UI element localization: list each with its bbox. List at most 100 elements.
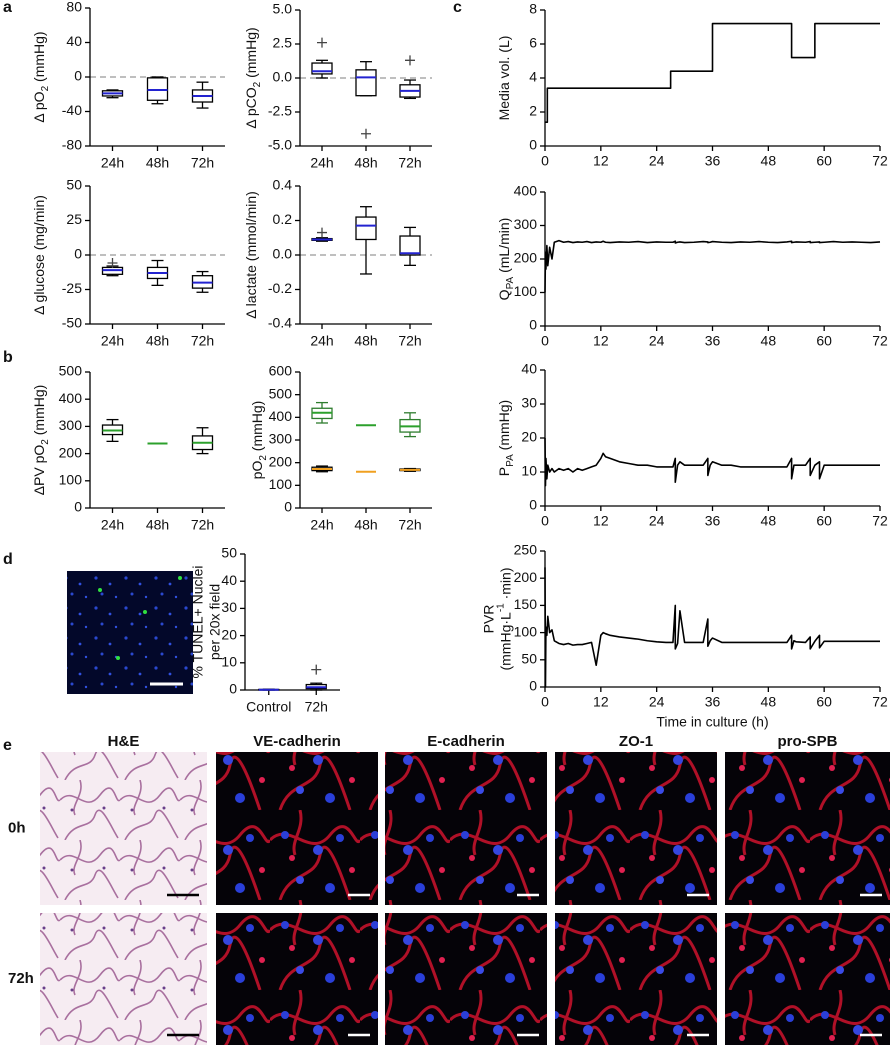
panel-label: a bbox=[3, 0, 12, 16]
x-tick-label: 72 bbox=[872, 694, 888, 710]
line bbox=[544, 567, 880, 688]
y-tick-label: 80 bbox=[66, 0, 82, 15]
x-tick-label: 72 bbox=[872, 153, 888, 169]
y-axis-label: % TUNEL+ Nuclei bbox=[189, 566, 205, 679]
y-axis-label: Δ lactate (mmol/min) bbox=[243, 191, 259, 319]
x-tick-label: 48 bbox=[761, 153, 777, 169]
tunel-positive-cell bbox=[143, 610, 147, 614]
y-tick-label: -40 bbox=[62, 102, 82, 118]
y-tick-label: 100 bbox=[59, 472, 83, 488]
tunel-positive-cell bbox=[98, 588, 102, 592]
y-tick-label: 0.0 bbox=[273, 69, 293, 85]
fluorescence-image bbox=[555, 913, 717, 1045]
y-axis-label: (mmHg·L-1 ·min) bbox=[496, 567, 514, 670]
y-tick-label: 40 bbox=[521, 361, 537, 377]
y-tick-label: -80 bbox=[62, 137, 82, 153]
y-axis-label: ΔPV pO2 (mmHg) bbox=[31, 385, 51, 496]
y-axis-label-part: 2 bbox=[40, 439, 51, 445]
y-axis-label-part: PVR bbox=[480, 605, 496, 634]
y-tick-label: 100 bbox=[269, 476, 293, 492]
y-axis-label: Δ glucose (mg/min) bbox=[31, 195, 47, 315]
outlier bbox=[405, 55, 415, 66]
outlier bbox=[361, 128, 371, 139]
y-axis-label-part: (mmHg·L bbox=[497, 612, 513, 671]
y-tick-label: 25 bbox=[66, 211, 82, 227]
y-axis-label: Media vol. (L) bbox=[496, 36, 512, 121]
y-axis-label-part: PA bbox=[505, 454, 516, 467]
x-tick-label: 24 bbox=[649, 513, 665, 529]
line bbox=[545, 22, 880, 123]
x-tick-label: 24 bbox=[649, 153, 665, 169]
y-axis-label-part: PA bbox=[505, 276, 516, 289]
y-axis-label: pO2 (mmHg) bbox=[249, 401, 269, 480]
y-tick-label: -0.2 bbox=[268, 280, 292, 296]
y-axis-label-part: 2 bbox=[258, 455, 269, 461]
y-tick-label: 0 bbox=[529, 678, 537, 694]
y-tick-label: 300 bbox=[59, 417, 83, 433]
y-tick-label: 20 bbox=[221, 626, 237, 642]
y-tick-label: -5.0 bbox=[268, 137, 292, 153]
y-tick-label: 5.0 bbox=[273, 1, 293, 17]
outlier bbox=[311, 664, 322, 675]
x-tick-label: 24h bbox=[310, 155, 333, 171]
row-label: 0h bbox=[8, 819, 26, 836]
y-tick-label: 50 bbox=[521, 651, 537, 667]
y-tick-label: 0 bbox=[229, 681, 237, 697]
y-axis-label-part: (mmHg) bbox=[243, 27, 259, 81]
column-header: E-cadherin bbox=[427, 733, 505, 750]
y-axis-label-part: P bbox=[496, 467, 512, 476]
y-tick-label: 8 bbox=[529, 1, 537, 17]
y-tick-label: 40 bbox=[221, 572, 237, 588]
y-axis-label-part: ·min) bbox=[497, 567, 513, 603]
x-tick-label: 72 bbox=[872, 513, 888, 529]
y-axis-label-part: (mmHg) bbox=[31, 385, 47, 439]
y-tick-label: -25 bbox=[62, 280, 82, 296]
x-tick-label: 24h bbox=[101, 333, 124, 349]
x-tick-label: 48h bbox=[146, 155, 169, 171]
y-tick-label: 200 bbox=[269, 453, 293, 469]
x-tick-label: 60 bbox=[816, 513, 832, 529]
fluorescence-image bbox=[555, 752, 717, 905]
y-tick-label: 600 bbox=[269, 363, 293, 379]
y-tick-label: 0 bbox=[74, 246, 82, 262]
y-tick-label: 0 bbox=[74, 68, 82, 84]
y-axis-label: Δ pCO2 (mmHg) bbox=[243, 27, 263, 128]
y-tick-label: 200 bbox=[514, 250, 538, 266]
line bbox=[544, 239, 881, 293]
x-tick-label: 12 bbox=[593, 513, 609, 529]
x-tick-label: 72h bbox=[398, 333, 421, 349]
y-tick-label: 500 bbox=[269, 385, 293, 401]
x-tick-label: 12 bbox=[593, 333, 609, 349]
column-header: VE-cadherin bbox=[253, 733, 341, 750]
tunel-positive-cell bbox=[178, 576, 182, 580]
y-axis-label-part: Δ pO bbox=[31, 91, 47, 122]
y-axis-label: per 20x field bbox=[206, 584, 222, 660]
y-axis-label-part: per 20x field bbox=[206, 584, 222, 660]
y-tick-label: 6 bbox=[529, 35, 537, 51]
y-tick-label: -0.4 bbox=[268, 315, 292, 331]
he-image bbox=[40, 752, 207, 905]
y-tick-label: 0 bbox=[284, 499, 292, 515]
x-tick-label: Control bbox=[246, 699, 291, 715]
y-axis-label-part: Δ glucose (mg/min) bbox=[31, 195, 47, 315]
x-tick-label: 24 bbox=[649, 333, 665, 349]
x-tick-label: 48h bbox=[354, 517, 377, 533]
fluorescence-image bbox=[725, 913, 890, 1045]
y-tick-label: 0.4 bbox=[273, 177, 293, 193]
panel-label: b bbox=[3, 349, 13, 366]
x-tick-label: 60 bbox=[816, 694, 832, 710]
fluorescence-image bbox=[385, 752, 547, 905]
y-axis-label-part: Δ lactate (mmol/min) bbox=[243, 191, 259, 319]
y-tick-label: 10 bbox=[521, 463, 537, 479]
y-tick-label: 20 bbox=[521, 429, 537, 445]
y-tick-label: -2.5 bbox=[268, 103, 292, 119]
y-tick-label: 500 bbox=[59, 363, 83, 379]
y-tick-label: 50 bbox=[66, 177, 82, 193]
x-tick-label: 48 bbox=[761, 694, 777, 710]
y-tick-label: 0 bbox=[74, 499, 82, 515]
x-tick-label: 60 bbox=[816, 333, 832, 349]
y-tick-label: 300 bbox=[514, 216, 538, 232]
y-tick-label: 0 bbox=[529, 137, 537, 153]
fluorescence-image bbox=[216, 913, 378, 1045]
